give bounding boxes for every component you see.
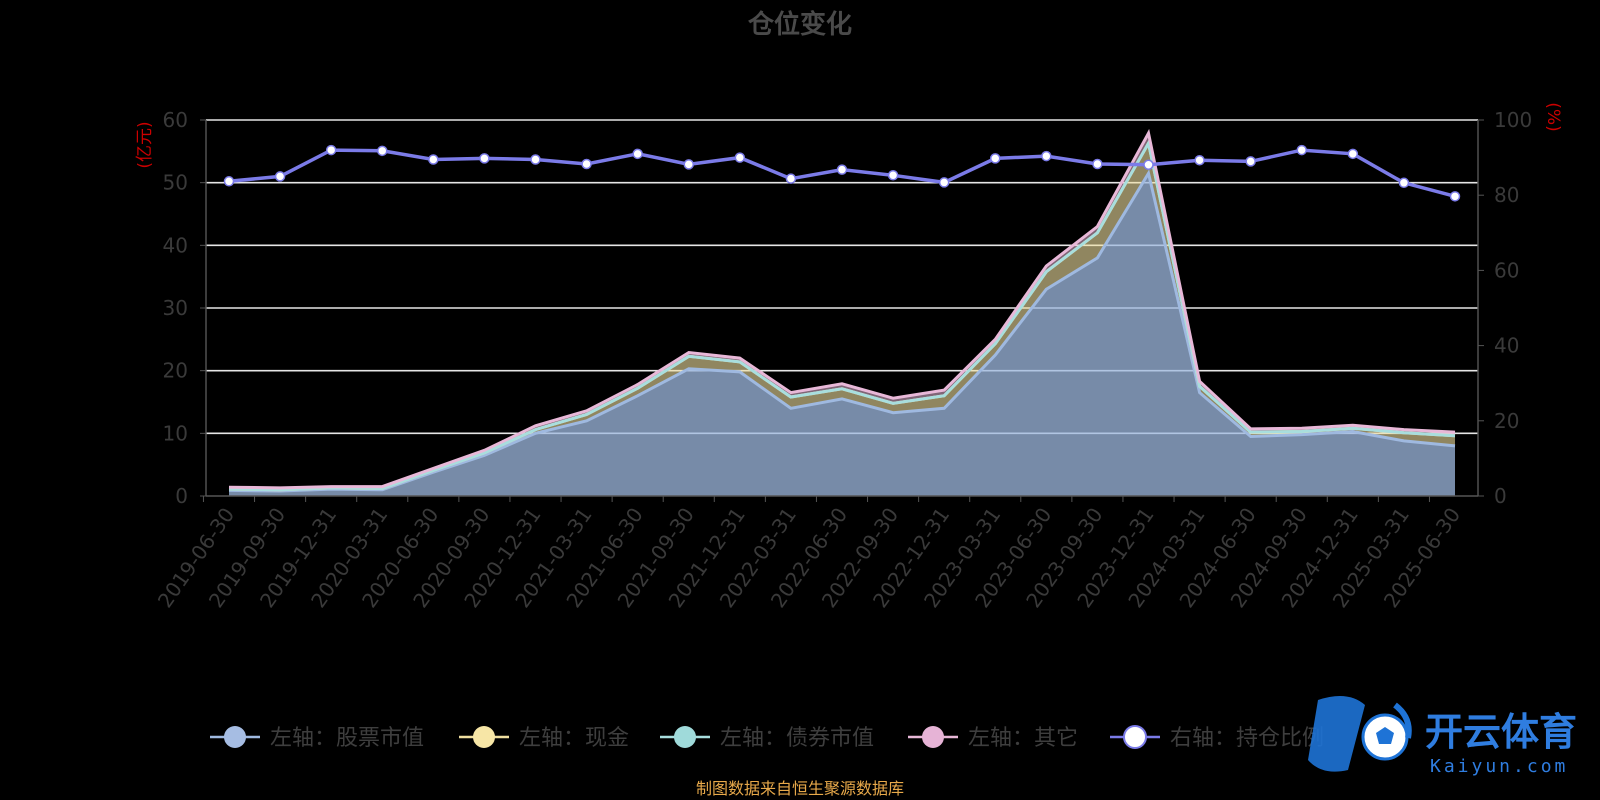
- left-axis-tick-label: 40: [163, 233, 188, 257]
- ratio-point: [1296, 144, 1307, 156]
- area-line-3: [228, 139, 1456, 492]
- legend-marker: [1123, 725, 1147, 749]
- ratio-point: [1245, 156, 1256, 167]
- ratio-point: [1041, 150, 1052, 162]
- right-axis-unit: (%): [1543, 102, 1563, 131]
- legend-marker: [674, 726, 696, 748]
- ratio-series: [223, 144, 1461, 202]
- ratio-point: [734, 152, 746, 163]
- left-axis-tick-label: 20: [163, 359, 188, 383]
- ratio-point: [632, 148, 643, 160]
- legend-marker: [922, 726, 944, 748]
- ratio-point: [530, 154, 541, 165]
- right-axis-tick-label: 20: [1494, 409, 1519, 433]
- ratio-point: [785, 173, 797, 184]
- legend-marker: [473, 726, 495, 748]
- legend: 左轴：股票市值 左轴：现金 左轴：债券市值 左轴：其它 右轴：持仓比例: [210, 725, 1324, 751]
- legend-marker: [224, 726, 246, 748]
- ratio-point: [428, 154, 439, 165]
- ratio-point: [938, 177, 950, 188]
- legend-label: 左轴：其它: [968, 726, 1078, 751]
- ratio-point: [581, 158, 592, 170]
- left-axis-tick-label: 10: [163, 421, 188, 445]
- ratio-point: [1092, 158, 1103, 170]
- ratio-point: [1347, 148, 1359, 160]
- right-axis-tick-label: 80: [1494, 183, 1519, 207]
- right-axis-tick-label: 40: [1494, 334, 1519, 358]
- legend-label: 左轴：股票市值: [270, 726, 424, 751]
- ratio-point: [479, 153, 490, 164]
- area-line-4: [228, 128, 1456, 490]
- ratio-point: [1143, 159, 1154, 170]
- left-axis-tick-label: 60: [163, 108, 188, 132]
- ratio-point: [683, 159, 694, 170]
- left-axis-tick-label: 30: [163, 296, 188, 320]
- left-axis-unit: (亿元): [135, 121, 155, 168]
- ratio-point: [223, 176, 235, 187]
- area-series: [228, 128, 1456, 497]
- footer-source: 制图数据来自恒生聚源数据库: [696, 779, 904, 798]
- right-axis-tick-label: 0: [1494, 484, 1507, 508]
- legend-label: 左轴：现金: [519, 726, 629, 751]
- ratio-point: [990, 153, 1001, 164]
- ratio-point: [887, 170, 899, 181]
- right-axis-tick-label: 100: [1494, 108, 1532, 132]
- area-line-1: [228, 169, 1456, 493]
- ratio-point: [1398, 177, 1410, 189]
- left-axis-tick-label: 50: [163, 171, 188, 195]
- ratio-point: [836, 164, 848, 175]
- legend-label: 右轴：持仓比例: [1170, 726, 1324, 751]
- chart-title: 仓位变化: [747, 9, 852, 40]
- area-1: [229, 173, 1455, 497]
- ratio-point: [325, 144, 337, 156]
- axes: 01020304050600204060801002019-06-302019-…: [153, 108, 1532, 612]
- ratio-point: [1194, 154, 1205, 166]
- left-axis-tick-label: 0: [175, 484, 188, 508]
- ratio-point: [1449, 191, 1461, 202]
- ratio-point: [274, 171, 286, 182]
- right-axis-tick-label: 60: [1494, 258, 1519, 282]
- watermark: 开云体育 Kaiyun.com: [1308, 696, 1577, 777]
- watermark-name: 开云体育: [1425, 710, 1577, 754]
- watermark-url: Kaiyun.com: [1430, 756, 1568, 777]
- ratio-point: [377, 145, 388, 157]
- soccer-ball-icon: [1308, 696, 1412, 772]
- legend-label: 左轴：债券市值: [720, 726, 874, 751]
